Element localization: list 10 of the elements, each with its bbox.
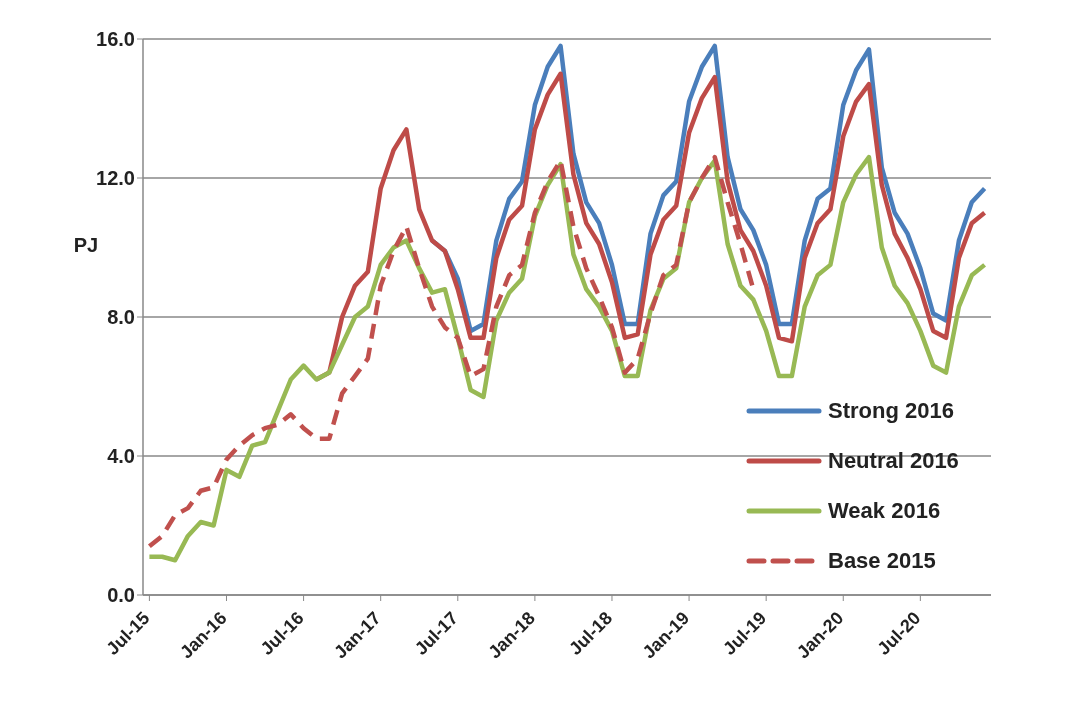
y-axis-title: PJ	[73, 234, 99, 256]
y-tick-label: 16.0	[96, 28, 135, 51]
legend-label: Base 2015	[828, 548, 936, 574]
legend-label: Neutral 2016	[828, 448, 959, 474]
y-tick-label: 4.0	[107, 445, 135, 468]
y-tick-label: 8.0	[107, 306, 135, 329]
y-tick-label: 0.0	[107, 584, 135, 607]
legend-label: Weak 2016	[828, 498, 941, 524]
legend-label: Strong 2016	[828, 398, 954, 424]
y-tick-label: 12.0	[96, 167, 135, 190]
